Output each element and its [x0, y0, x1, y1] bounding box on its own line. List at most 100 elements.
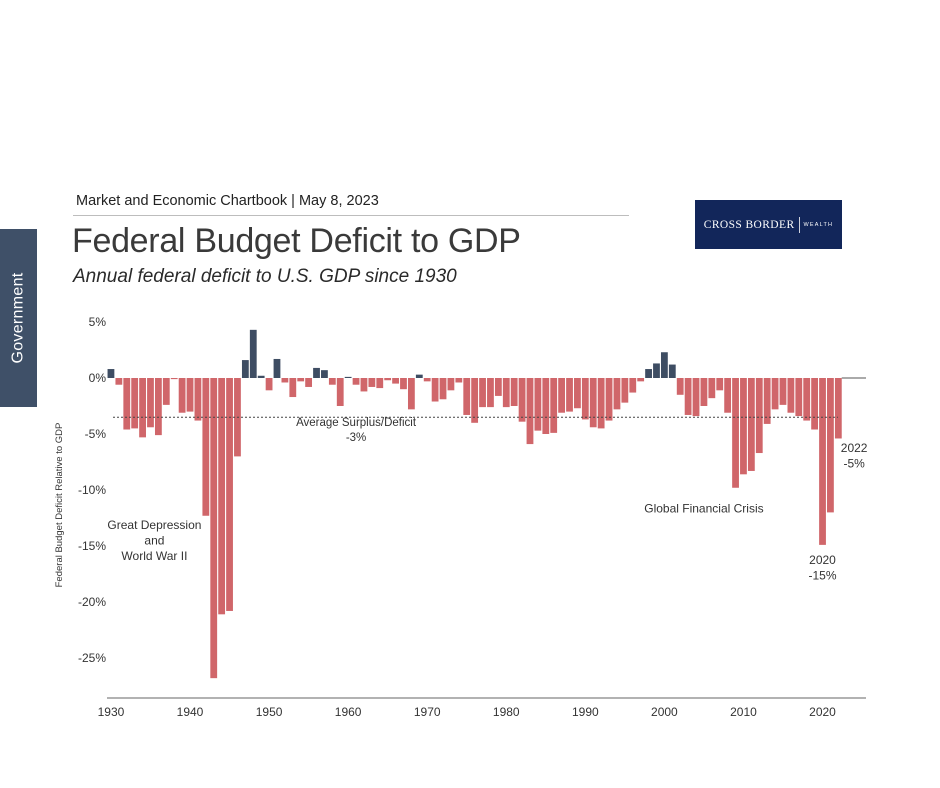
- bar-1931: [115, 378, 123, 385]
- bar-2013: [763, 378, 771, 424]
- bar-1997: [637, 378, 645, 382]
- y-tick-label: 0%: [89, 371, 107, 385]
- bar-1983: [526, 378, 534, 445]
- bar-1963: [368, 378, 376, 387]
- y-tick-label: -20%: [78, 595, 106, 609]
- bar-2021: [827, 378, 834, 513]
- y-tick-label: -5%: [85, 427, 107, 441]
- bar-1996: [629, 378, 637, 393]
- bar-1986: [550, 378, 558, 433]
- bar-1948: [249, 329, 257, 378]
- bar-1966: [392, 378, 399, 384]
- bar-2009: [732, 378, 739, 488]
- y-tick-label: -15%: [78, 539, 106, 553]
- bar-2006: [708, 378, 716, 399]
- bar-1973: [447, 378, 455, 391]
- bars-group: [107, 329, 842, 679]
- logo-sub: WEALTH: [803, 221, 834, 228]
- bar-1930: [107, 369, 115, 378]
- bar-1947: [241, 360, 249, 378]
- bar-2016: [787, 378, 795, 413]
- bar-2020: [819, 378, 826, 545]
- annotation-y2022: -5%: [843, 456, 865, 470]
- bar-1949: [257, 375, 265, 378]
- x-tick-label: 1990: [572, 705, 599, 719]
- bar-2002: [676, 378, 684, 395]
- bar-1985: [542, 378, 550, 434]
- bar-1956: [313, 367, 320, 378]
- bar-1972: [439, 378, 447, 400]
- x-tick-label: 1930: [98, 705, 125, 719]
- bar-1952: [281, 378, 289, 383]
- bar-1933: [131, 378, 139, 429]
- bar-2019: [811, 378, 819, 430]
- bar-1974: [455, 378, 463, 383]
- bar-1979: [494, 378, 502, 396]
- bar-1992: [597, 378, 605, 429]
- bar-1940: [186, 378, 194, 412]
- bar-1984: [534, 378, 542, 431]
- bar-1995: [621, 378, 629, 403]
- annotation-great-depression: and: [144, 534, 164, 548]
- bar-1932: [123, 378, 131, 430]
- bar-1969: [415, 374, 423, 378]
- bar-2018: [803, 378, 811, 421]
- bar-1998: [645, 369, 652, 378]
- annotation-y2020: -15%: [809, 568, 837, 582]
- x-tick-label: 1950: [256, 705, 283, 719]
- x-tick-label: 1940: [177, 705, 204, 719]
- bar-2000: [660, 352, 668, 378]
- cross-border-wealth-logo: CROSS BORDER WEALTH: [695, 200, 842, 249]
- logo-name: CROSS BORDER: [703, 218, 795, 231]
- bar-2001: [668, 364, 676, 378]
- x-tick-label: 2000: [651, 705, 678, 719]
- y-tick-label: 5%: [89, 315, 107, 329]
- bar-2010: [740, 378, 747, 475]
- bar-1967: [400, 378, 407, 390]
- bar-1939: [178, 378, 186, 413]
- bar-1941: [194, 378, 202, 421]
- bar-1981: [510, 378, 518, 406]
- y-tick-label: -25%: [78, 651, 106, 665]
- bar-2005: [700, 378, 708, 406]
- bar-1960: [344, 376, 352, 378]
- bar-1980: [502, 378, 510, 408]
- bar-1978: [487, 378, 494, 408]
- bar-1954: [297, 378, 305, 382]
- x-axis: 1930 1940 1950 1960 1970 1980 1990 2000 2010 2020: [98, 705, 837, 719]
- bar-1988: [566, 378, 573, 412]
- bar-1934: [139, 378, 146, 438]
- x-tick-label: 2010: [730, 705, 757, 719]
- y-tick-label: -10%: [78, 483, 106, 497]
- annotation-great-depression: Great Depression: [107, 518, 201, 532]
- bar-2011: [747, 378, 755, 471]
- bar-1936: [154, 378, 162, 436]
- annotation-y2020: 2020: [809, 553, 836, 567]
- y-axis-label: Federal Budget Deficit Relative to GDP: [54, 423, 65, 588]
- bar-2012: [755, 378, 763, 454]
- page-subtitle: Annual federal deficit to U.S. GDP since…: [73, 266, 457, 287]
- bar-1958: [328, 378, 336, 385]
- bar-2014: [771, 378, 779, 410]
- bar-1994: [613, 378, 621, 410]
- x-tick-label: 2020: [809, 705, 836, 719]
- bar-1961: [352, 378, 360, 385]
- bar-1990: [581, 378, 589, 420]
- side-tab-government[interactable]: Government: [0, 229, 37, 407]
- bar-2007: [716, 378, 724, 391]
- bar-1989: [574, 378, 581, 409]
- bar-1976: [471, 378, 479, 423]
- x-tick-label: 1980: [493, 705, 520, 719]
- bar-2017: [795, 378, 803, 417]
- x-tick-label: 1970: [414, 705, 441, 719]
- bar-1977: [479, 378, 486, 408]
- bar-1957: [321, 370, 328, 378]
- bar-1942: [202, 378, 210, 516]
- logo-separator: [798, 216, 800, 233]
- bar-1987: [558, 378, 566, 413]
- bar-1951: [273, 358, 281, 378]
- bar-1975: [463, 378, 471, 415]
- bar-1938: [170, 378, 178, 380]
